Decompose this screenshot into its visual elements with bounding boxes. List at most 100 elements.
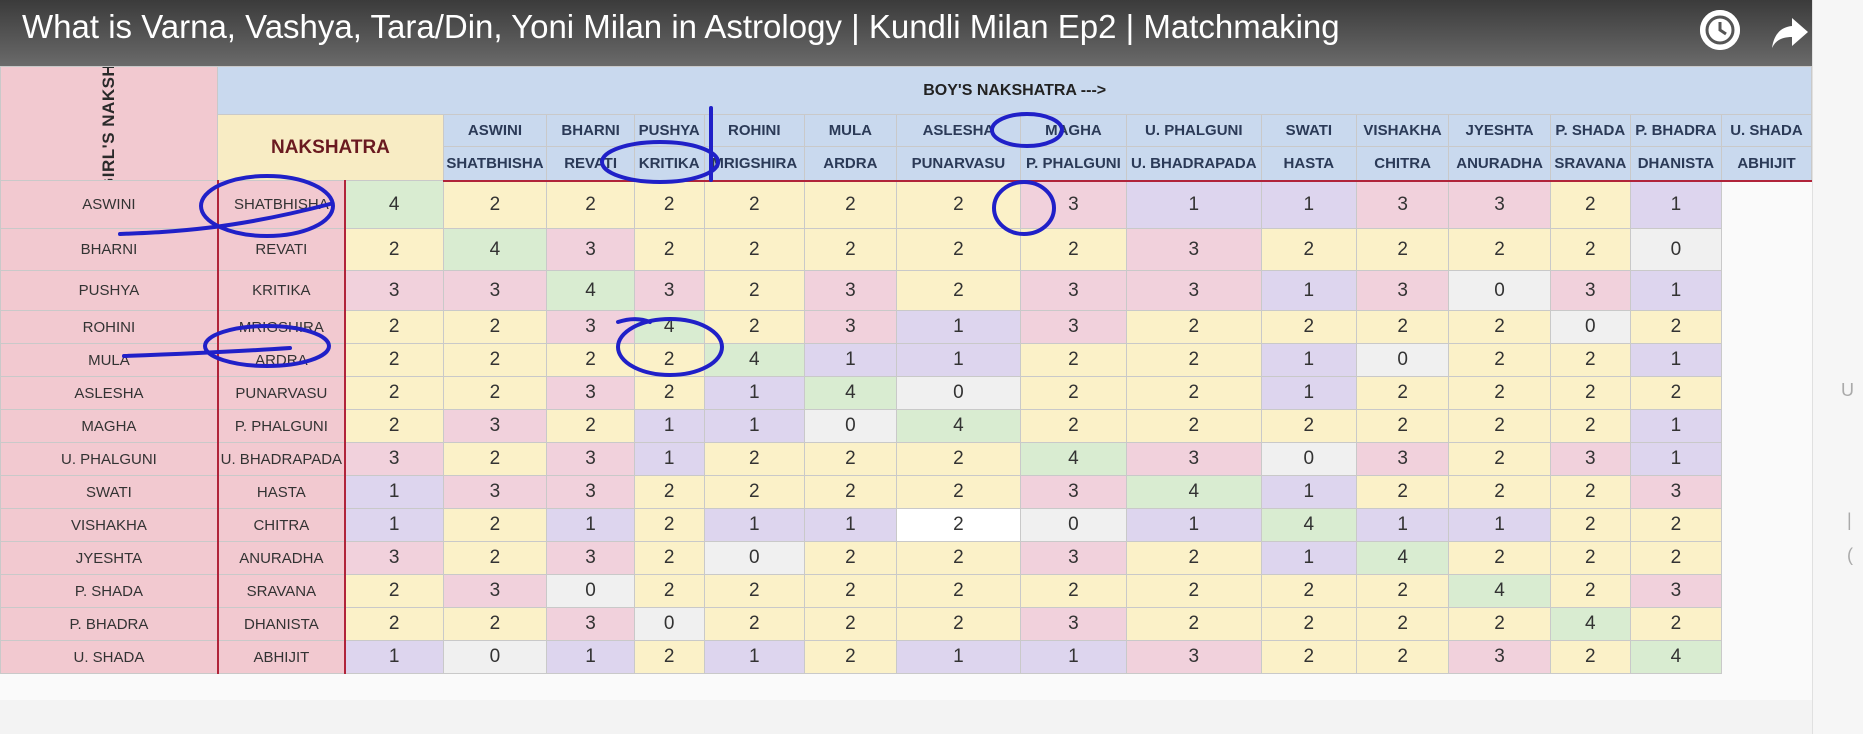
score-cell[interactable]: 4 <box>1448 574 1551 608</box>
score-cell[interactable]: 3 <box>442 409 548 443</box>
score-cell[interactable]: 2 <box>1448 228 1551 271</box>
score-cell[interactable]: 2 <box>1355 376 1450 410</box>
score-cell[interactable]: 4 <box>895 409 1022 443</box>
score-cell[interactable]: 1 <box>1260 180 1357 229</box>
score-cell[interactable]: 1 <box>703 640 806 674</box>
score-cell[interactable]: 3 <box>344 442 444 476</box>
score-cell[interactable]: 2 <box>546 409 635 443</box>
score-cell[interactable]: 2 <box>344 228 444 271</box>
score-cell[interactable]: 2 <box>1260 607 1357 641</box>
score-cell[interactable]: 3 <box>546 376 635 410</box>
score-cell[interactable]: 1 <box>1260 270 1357 311</box>
score-cell[interactable]: 0 <box>442 640 548 674</box>
score-cell[interactable]: 1 <box>895 343 1022 377</box>
score-cell[interactable]: 2 <box>895 607 1022 641</box>
score-cell[interactable]: 3 <box>1448 640 1551 674</box>
score-cell[interactable]: 3 <box>1020 475 1127 509</box>
score-cell[interactable]: 1 <box>1355 508 1450 542</box>
score-cell[interactable]: 3 <box>1355 442 1450 476</box>
score-cell[interactable]: 2 <box>344 343 444 377</box>
score-cell[interactable]: 2 <box>1448 409 1551 443</box>
score-cell[interactable]: 2 <box>804 607 897 641</box>
score-cell[interactable]: 2 <box>633 376 705 410</box>
score-cell[interactable]: 2 <box>895 574 1022 608</box>
score-cell[interactable]: 2 <box>1260 310 1357 344</box>
score-cell[interactable]: 1 <box>1629 409 1722 443</box>
score-cell[interactable]: 2 <box>1549 640 1631 674</box>
score-cell[interactable]: 0 <box>895 376 1022 410</box>
score-cell[interactable]: 1 <box>895 310 1022 344</box>
score-cell[interactable]: 2 <box>703 574 806 608</box>
score-cell[interactable]: 2 <box>344 607 444 641</box>
score-cell[interactable]: 2 <box>1355 475 1450 509</box>
score-cell[interactable]: 2 <box>1448 310 1551 344</box>
score-cell[interactable]: 4 <box>442 228 548 271</box>
score-cell[interactable]: 3 <box>1629 475 1722 509</box>
score-cell[interactable]: 2 <box>1629 376 1722 410</box>
score-cell[interactable]: 1 <box>703 376 806 410</box>
score-cell[interactable]: 2 <box>703 180 806 229</box>
share-button[interactable] <box>1770 12 1810 52</box>
score-cell[interactable]: 3 <box>1020 310 1127 344</box>
score-cell[interactable]: 2 <box>442 508 548 542</box>
score-cell[interactable]: 2 <box>1448 442 1551 476</box>
score-cell[interactable]: 0 <box>1260 442 1357 476</box>
score-cell[interactable]: 2 <box>1020 574 1127 608</box>
score-cell[interactable]: 1 <box>1260 475 1357 509</box>
score-cell[interactable]: 4 <box>804 376 897 410</box>
score-cell[interactable]: 2 <box>1549 343 1631 377</box>
score-cell[interactable]: 2 <box>1448 376 1551 410</box>
score-cell[interactable]: 3 <box>804 310 897 344</box>
score-cell[interactable]: 2 <box>1355 228 1450 271</box>
score-cell[interactable]: 1 <box>804 343 897 377</box>
score-cell[interactable]: 1 <box>1125 508 1262 542</box>
score-cell[interactable]: 2 <box>804 475 897 509</box>
score-cell[interactable]: 2 <box>344 409 444 443</box>
score-cell[interactable]: 1 <box>1448 508 1551 542</box>
score-cell[interactable]: 1 <box>1629 442 1722 476</box>
score-cell[interactable]: 3 <box>1020 270 1127 311</box>
score-cell[interactable]: 4 <box>1629 640 1722 674</box>
score-cell[interactable]: 3 <box>1125 270 1262 311</box>
score-cell[interactable]: 3 <box>1549 270 1631 311</box>
score-cell[interactable]: 2 <box>895 475 1022 509</box>
score-cell[interactable]: 2 <box>1260 228 1357 271</box>
score-cell[interactable]: 2 <box>442 343 548 377</box>
score-cell[interactable]: 2 <box>1260 640 1357 674</box>
score-cell[interactable]: 2 <box>1020 228 1127 271</box>
score-cell[interactable]: 3 <box>546 228 635 271</box>
score-cell[interactable]: 2 <box>633 475 705 509</box>
score-cell[interactable]: 2 <box>344 574 444 608</box>
score-cell[interactable]: 2 <box>703 442 806 476</box>
score-cell[interactable]: 1 <box>895 640 1022 674</box>
score-cell[interactable]: 3 <box>546 541 635 575</box>
score-cell[interactable]: 0 <box>546 574 635 608</box>
score-cell[interactable]: 3 <box>546 607 635 641</box>
score-cell[interactable]: 1 <box>1260 343 1357 377</box>
score-cell[interactable]: 3 <box>546 475 635 509</box>
score-cell[interactable]: 2 <box>703 228 806 271</box>
score-cell[interactable]: 1 <box>1260 541 1357 575</box>
score-cell[interactable]: 4 <box>1125 475 1262 509</box>
watch-later-button[interactable] <box>1700 10 1740 50</box>
score-cell[interactable]: 3 <box>546 442 635 476</box>
score-cell[interactable]: 2 <box>1549 228 1631 271</box>
score-cell[interactable]: 3 <box>344 541 444 575</box>
score-cell[interactable]: 2 <box>804 442 897 476</box>
score-cell[interactable]: 2 <box>895 228 1022 271</box>
score-cell[interactable]: 3 <box>1355 270 1450 311</box>
score-cell[interactable]: 2 <box>804 574 897 608</box>
score-cell[interactable]: 2 <box>1549 541 1631 575</box>
score-cell[interactable]: 2 <box>633 640 705 674</box>
score-cell[interactable]: 2 <box>1629 541 1722 575</box>
score-cell[interactable]: 2 <box>703 270 806 311</box>
score-cell[interactable]: 3 <box>1125 640 1262 674</box>
score-cell[interactable]: 2 <box>1260 574 1357 608</box>
score-cell[interactable]: 2 <box>804 228 897 271</box>
score-cell[interactable]: 2 <box>1355 640 1450 674</box>
score-cell[interactable]: 0 <box>703 541 806 575</box>
score-cell[interactable]: 1 <box>703 409 806 443</box>
score-cell[interactable]: 2 <box>1549 475 1631 509</box>
score-cell[interactable]: 2 <box>1020 409 1127 443</box>
score-cell[interactable]: 2 <box>1549 409 1631 443</box>
